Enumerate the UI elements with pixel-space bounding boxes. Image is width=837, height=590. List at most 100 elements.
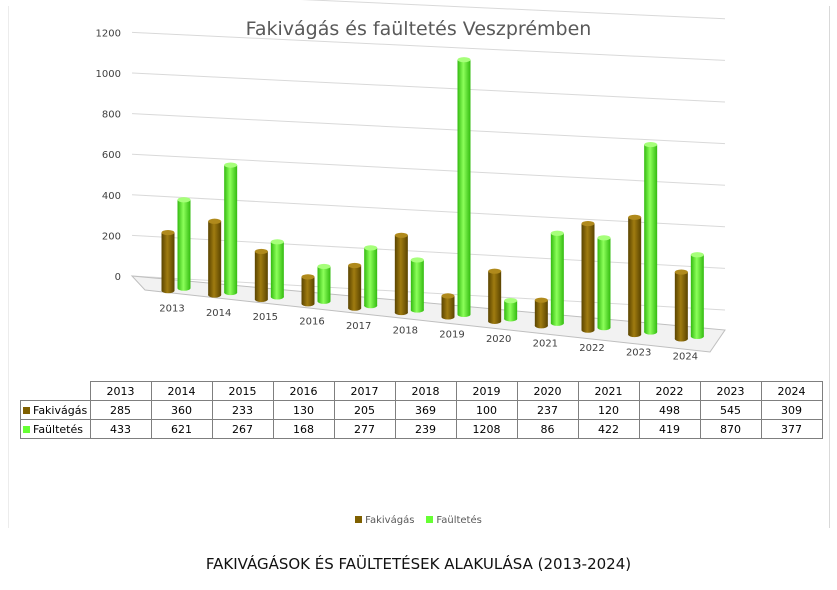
bar-faultetes-2024	[690, 252, 704, 339]
x-tick-label: 2024	[673, 352, 698, 363]
x-tick-label: 2016	[299, 317, 324, 328]
y-tick-label: 1000	[96, 69, 121, 80]
y-axis: 0200400600800100012001400	[96, 28, 121, 283]
data-table-cell: 360	[150, 400, 213, 420]
series-name: Fakivágás	[33, 403, 88, 417]
x-axis: 2013 2014 2015 2016 2017 2018 2019 2020 2021 2022…	[159, 303, 698, 362]
data-table: 2013 2014 2015 2016 2017 2018 2019 2020 2021 2022…	[20, 381, 823, 439]
bar-faultetes-2019	[457, 57, 471, 318]
series-swatch	[23, 406, 30, 414]
data-table-year: 2014	[150, 381, 213, 401]
y-tick-label: 0	[115, 272, 121, 283]
x-tick-label: 2020	[486, 334, 511, 345]
chart-area	[8, 6, 830, 528]
bar-fakivagas-2016	[301, 274, 315, 307]
x-tick-label: 2014	[206, 308, 231, 319]
data-table-cell: 870	[699, 419, 762, 439]
legend-item: Fakivágás	[355, 515, 414, 526]
data-table-cell: 233	[211, 400, 274, 420]
bar-faultetes-2021	[550, 230, 564, 326]
x-tick-label: 2021	[533, 338, 558, 349]
data-table-cell: 309	[760, 400, 823, 420]
bar-fakivagas-2022	[581, 220, 595, 333]
data-table-year: 2013	[89, 381, 152, 401]
bar-fakivagas-2020	[488, 268, 502, 324]
bars	[161, 57, 704, 342]
data-table-cell: 120	[577, 400, 640, 420]
bar-faultetes-2022	[597, 235, 611, 331]
data-table-year: 2016	[272, 381, 335, 401]
data-table-year: 2021	[577, 381, 640, 401]
data-table-cell: 422	[577, 419, 640, 439]
data-table-cell: 1208	[455, 419, 518, 439]
data-table-year: 2024	[760, 381, 823, 401]
data-table-cell: 267	[211, 419, 274, 439]
data-table-year: 2018	[394, 381, 457, 401]
data-table-cell: 369	[394, 400, 457, 420]
series-swatch	[23, 425, 30, 433]
legend-label: Faültetés	[436, 515, 482, 526]
data-table-cell: 130	[272, 400, 335, 420]
data-table-cell: 168	[272, 419, 335, 439]
x-tick-label: 2013	[159, 303, 184, 314]
data-table-row: Fakivágás 285 360 233 130 205 369 100 237 120 498 5…	[20, 400, 823, 420]
data-table-corner	[20, 381, 91, 401]
legend-item: Faültetés	[426, 515, 482, 526]
bar-fakivagas-2014	[208, 218, 222, 298]
data-table-year: 2020	[516, 381, 579, 401]
x-tick-label: 2015	[253, 312, 278, 323]
x-tick-label: 2018	[393, 325, 418, 336]
gridline	[131, 153, 726, 186]
data-table-year: 2023	[699, 381, 762, 401]
bar-faultetes-2016	[317, 263, 331, 304]
x-tick-label: 2019	[439, 330, 464, 341]
legend: Fakivágás Faültetés	[0, 515, 837, 526]
bar-fakivagas-2021	[534, 297, 548, 329]
x-tick-label: 2023	[626, 347, 651, 358]
data-table-series-name: Faültetés	[20, 419, 91, 439]
data-table-cell: 100	[455, 400, 518, 420]
bar-fakivagas-2015	[254, 248, 268, 303]
data-table-row: Faültetés 433 621 267 168 277 239 1208 86 422 419 8…	[20, 419, 823, 439]
x-tick-label: 2017	[346, 321, 371, 332]
caption: FAKIVÁGÁSOK ÉS FAÜLTETÉSEK ALAKULÁSA (20…	[205, 555, 632, 573]
gridline	[131, 72, 726, 103]
bar-fakivagas-2023	[628, 214, 642, 338]
data-table-cell: 433	[89, 419, 152, 439]
data-table-year: 2019	[455, 381, 518, 401]
data-table-cell: 237	[516, 400, 579, 420]
bar-faultetes-2017	[364, 245, 378, 309]
legend-swatch	[426, 516, 434, 523]
bar-fakivagas-2017	[348, 262, 362, 311]
bar-faultetes-2023	[644, 141, 658, 335]
bar-faultetes-2015	[270, 239, 284, 300]
data-table-cell: 377	[760, 419, 823, 439]
data-table-year: 2015	[211, 381, 274, 401]
gridline	[131, 31, 726, 61]
data-table-cell: 277	[333, 419, 396, 439]
gridline	[131, 113, 726, 145]
bar-faultetes-2018	[410, 257, 424, 313]
gridline	[301, 0, 726, 20]
plot-area: 0200400600800100012001400 20132014201520…	[96, 0, 726, 363]
series-name: Faültetés	[33, 422, 83, 436]
data-table-series-name: Fakivágás	[20, 400, 91, 420]
bar-faultetes-2014	[224, 162, 238, 296]
legend-label: Fakivágás	[365, 515, 415, 526]
bar-fakivagas-2013	[161, 229, 175, 294]
y-tick-label: 200	[102, 231, 121, 242]
y-tick-label: 400	[102, 191, 121, 202]
legend-swatch	[355, 516, 363, 523]
data-table-year: 2017	[333, 381, 396, 401]
data-table-cell: 86	[516, 419, 579, 439]
x-tick-label: 2022	[579, 343, 604, 354]
data-table-cell: 285	[89, 400, 152, 420]
data-table-cell: 239	[394, 419, 457, 439]
y-tick-label: 600	[102, 150, 121, 161]
data-table-cell: 621	[150, 419, 213, 439]
bar-fakivagas-2018	[394, 232, 408, 316]
data-table-header: 2013 2014 2015 2016 2017 2018 2019 2020 2021 2022…	[20, 381, 823, 401]
bar-faultetes-2020	[504, 298, 518, 322]
bar-fakivagas-2024	[674, 269, 688, 342]
y-tick-label: 1200	[96, 28, 121, 39]
